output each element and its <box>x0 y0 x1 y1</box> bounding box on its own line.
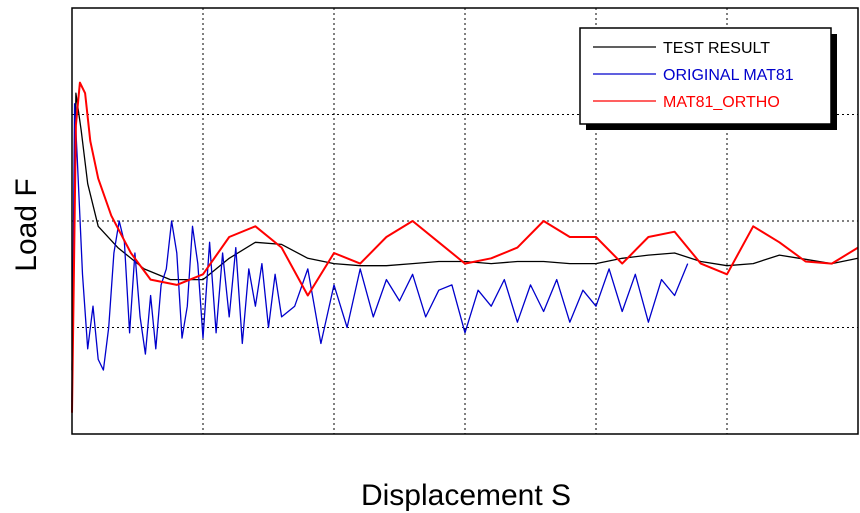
series-line-test-result <box>71 92 859 371</box>
legend-label-mat81-ortho: MAT81_ORTHO <box>663 94 780 111</box>
x-axis-label: Displacement S <box>361 479 571 512</box>
legend-box <box>579 27 832 125</box>
series-line-mat81-ortho <box>71 81 859 413</box>
series-line-original-mat81 <box>71 103 689 403</box>
legend-label-test-result: TEST RESULT <box>663 40 770 57</box>
legend-label-original-mat81: ORIGINAL MAT81 <box>663 67 794 84</box>
y-axis-label: Load F <box>10 178 43 271</box>
plot-frame <box>71 7 859 435</box>
legend: TEST RESULT ORIGINAL MAT81 MAT81_ORTHO <box>579 27 837 130</box>
series-layer <box>71 81 859 413</box>
